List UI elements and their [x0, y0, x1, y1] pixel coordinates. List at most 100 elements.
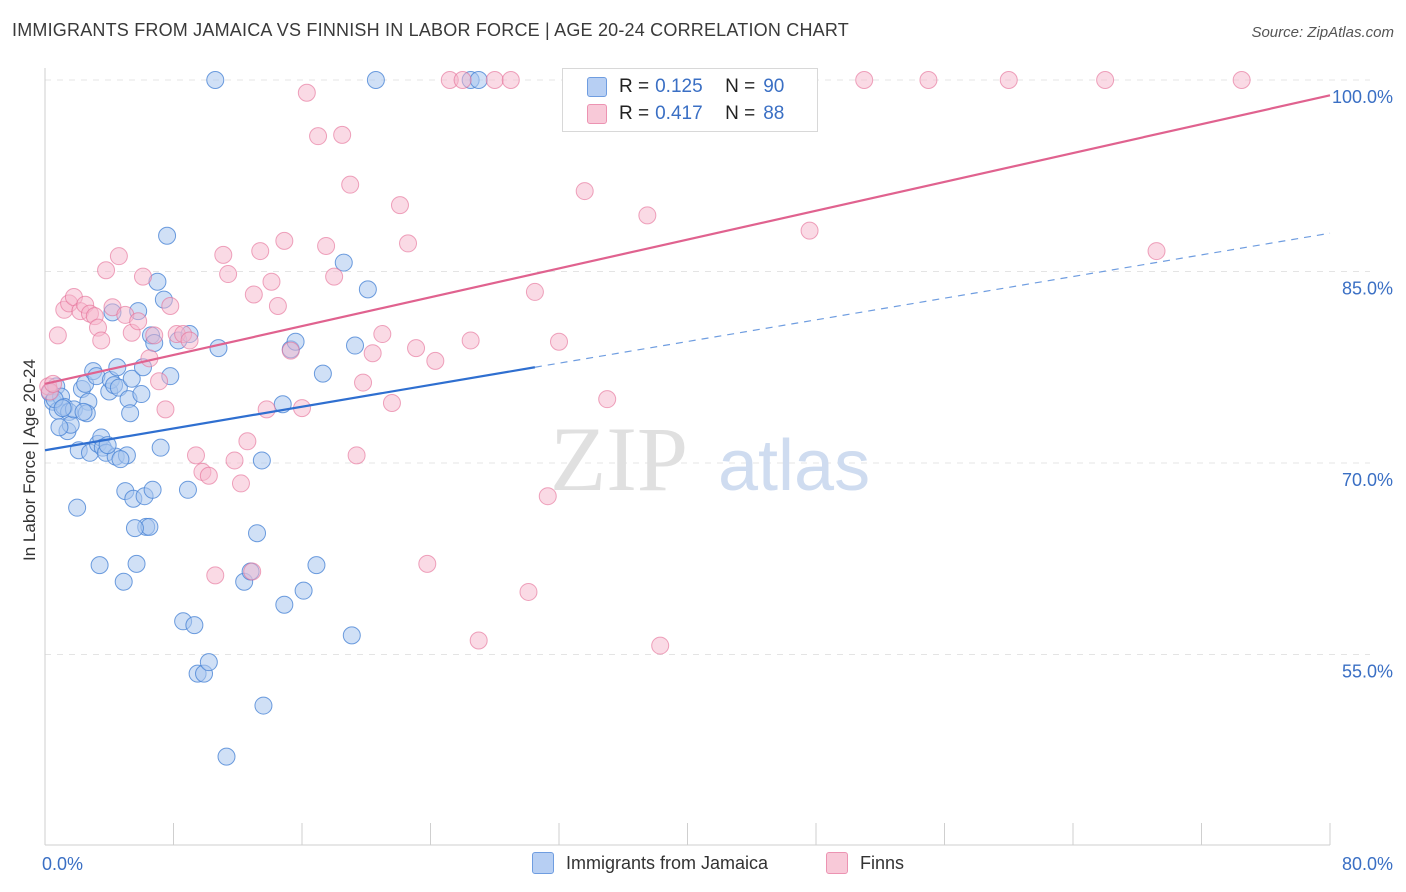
y-tick-label: 55.0%: [1342, 662, 1393, 682]
jamaica-point: [132, 385, 151, 404]
finns-point: [453, 71, 472, 89]
finns-point: [1232, 71, 1251, 89]
jamaica-point: [68, 498, 87, 517]
finns-point: [390, 196, 409, 215]
finns-point: [186, 446, 205, 465]
finns-point: [519, 582, 538, 601]
finns-point: [161, 296, 180, 315]
watermark-zip: ZIP: [550, 408, 688, 510]
finns-point: [262, 272, 281, 291]
jamaica-point: [151, 438, 170, 457]
jamaica-point: [185, 616, 204, 635]
bottom-legend-swatch-blue: [532, 852, 554, 874]
finns-point: [550, 332, 568, 351]
finns-point: [109, 247, 128, 266]
x-tick-label: 80.0%: [1342, 854, 1393, 874]
finns-point: [525, 282, 544, 301]
jamaica-point: [254, 696, 273, 715]
series-finns-points: [39, 71, 1251, 655]
jamaica-point: [122, 369, 141, 388]
jamaica-point: [209, 339, 228, 358]
jamaica-point: [178, 480, 197, 499]
bottom-legend-swatch-pink: [826, 852, 848, 874]
jamaica-point: [248, 524, 267, 543]
finns-point: [347, 446, 366, 465]
finns-point: [855, 71, 874, 89]
finns-point: [354, 373, 373, 392]
legend-r-label: R =: [619, 103, 650, 124]
finns-point: [145, 326, 164, 345]
watermark: ZIP atlas: [550, 408, 870, 510]
source-label: Source: ZipAtlas.com: [1251, 24, 1394, 41]
finns-point: [382, 393, 401, 412]
jamaica-point: [53, 399, 72, 418]
finns-point: [598, 390, 617, 409]
finns-point: [317, 236, 336, 255]
finns-point: [297, 83, 316, 102]
jamaica-point: [469, 71, 488, 89]
finns-point: [651, 636, 670, 655]
finns-point: [999, 71, 1018, 89]
jamaica-point: [143, 480, 162, 499]
jamaica-point: [121, 404, 140, 423]
finns-point: [156, 400, 175, 419]
finns-point: [363, 344, 382, 363]
legend-n-value: 90: [763, 76, 785, 97]
finns-point: [275, 231, 294, 250]
finns-point: [418, 554, 437, 573]
finns-point: [180, 331, 199, 350]
legend-n-value: 88: [763, 103, 785, 124]
jamaica-point: [109, 378, 128, 397]
finns-point: [1096, 71, 1115, 89]
jamaica-trend-line: [44, 366, 536, 452]
finns-point: [341, 175, 360, 194]
finns-point: [133, 267, 152, 286]
legend-r-value: 0.417: [655, 103, 703, 124]
jamaica-point: [307, 556, 326, 575]
finns-point: [281, 341, 300, 360]
finns-point: [214, 245, 233, 264]
finns-point: [150, 372, 169, 391]
jamaica-point: [127, 554, 146, 573]
finns-point: [268, 296, 287, 315]
finns-point: [426, 351, 445, 370]
finns-point: [538, 487, 557, 506]
finns-point: [44, 374, 63, 393]
finns-point: [469, 631, 488, 650]
legend-r-value: 0.125: [655, 76, 703, 97]
jamaica-point: [217, 747, 236, 766]
finns-point: [48, 326, 67, 345]
jamaica-point: [199, 653, 218, 672]
legend-n-label: N =: [725, 103, 756, 124]
jamaica-point: [90, 556, 109, 575]
finns-point: [333, 125, 352, 144]
jamaica-point: [275, 595, 294, 614]
finns-point: [309, 127, 328, 146]
jamaica-point: [342, 626, 361, 645]
finns-point: [251, 242, 270, 261]
jamaica-point: [114, 572, 133, 591]
y-tick-label: 70.0%: [1342, 470, 1393, 490]
jamaica-point: [252, 451, 271, 470]
finns-point: [407, 339, 426, 358]
finns-point: [92, 331, 111, 350]
x-tick-label: 0.0%: [42, 854, 83, 874]
finns-point: [1147, 242, 1166, 261]
axes: [44, 68, 1331, 846]
finns-point: [399, 234, 418, 253]
finns-point: [325, 267, 344, 286]
chart-title: IMMIGRANTS FROM JAMAICA VS FINNISH IN LA…: [12, 20, 849, 40]
finns-point: [244, 285, 263, 304]
finns-point: [225, 451, 244, 470]
jamaica-point: [206, 71, 225, 89]
finns-point: [238, 432, 257, 451]
bottom-legend-label-finns: Finns: [860, 852, 905, 873]
jamaica-point: [366, 71, 385, 89]
trend-lines: [44, 94, 1331, 452]
finns-point: [501, 71, 520, 89]
legend-row-jamaica: R = 0.125 N = 90: [587, 75, 785, 99]
finns-point: [800, 221, 819, 240]
finns-point: [199, 466, 218, 485]
jamaica-point: [358, 280, 377, 299]
